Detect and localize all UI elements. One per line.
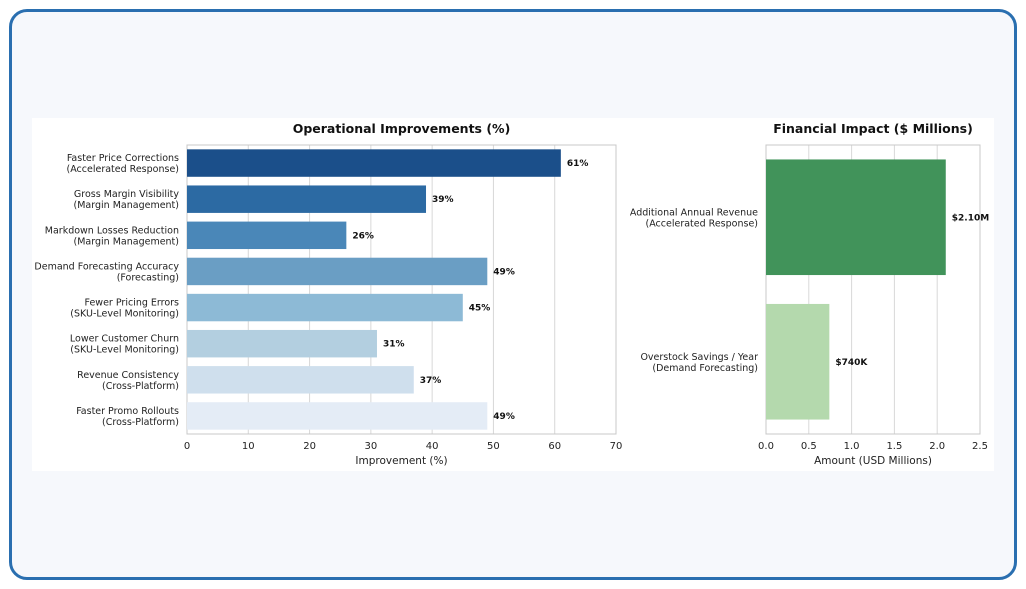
category-label: Fewer Pricing Errors (SKU-Level Monitorin…: [70, 298, 179, 320]
x-tick-label: 1.0: [844, 441, 860, 452]
x-tick-label: 0.0: [758, 441, 774, 452]
x-tick-label: 50: [487, 441, 500, 452]
x-tick-label: 30: [364, 441, 377, 452]
x-tick-label: 2.5: [972, 441, 988, 452]
x-tick-label: 60: [548, 441, 561, 452]
x-tick-label: 1.5: [886, 441, 902, 452]
category-label: Markdown Losses Reduction (Margin Managem…: [45, 225, 179, 247]
x-tick-label: 70: [610, 441, 623, 452]
bar: [187, 293, 463, 322]
bar: [187, 149, 561, 177]
data-label: 26%: [352, 231, 374, 241]
charts-panel: Operational Improvements (%) 0 10 20 30 40 50 6…: [32, 118, 994, 471]
category-label: Overstock Savings / Year (Demand Forecast…: [640, 352, 758, 374]
chart-title: Operational Improvements (%): [293, 121, 511, 136]
bar: [187, 329, 377, 358]
data-label: 45%: [469, 304, 491, 314]
financial-impact-chart: Financial Impact ($ Millions) 0.0 0.5 1.0 1.…: [630, 121, 989, 467]
bar: [187, 221, 347, 250]
x-tick-label: 0: [184, 441, 190, 452]
bar: [187, 185, 427, 213]
data-label: 39%: [432, 195, 454, 205]
x-tick-label: 0.5: [801, 441, 817, 452]
data-label: 37%: [420, 376, 442, 386]
data-label: $740K: [835, 358, 868, 368]
category-label: Additional Annual Revenue (Accelerated Re…: [630, 207, 758, 229]
category-label: Faster Promo Rollouts (Cross-Platform): [76, 406, 179, 428]
data-label: 61%: [567, 159, 589, 169]
data-label: $2.10M: [952, 213, 989, 223]
data-label: 49%: [493, 267, 515, 277]
x-tick-label: 40: [426, 441, 439, 452]
operational-improvements-chart: Operational Improvements (%) 0 10 20 30 40 50 6…: [34, 121, 623, 467]
category-label: Lower Customer Churn (SKU-Level Monitorin…: [70, 334, 179, 356]
bar: [766, 303, 830, 420]
plot-frame: [765, 144, 981, 435]
x-axis-label: Amount (USD Millions): [814, 455, 932, 467]
x-tick-label: 20: [303, 441, 316, 452]
x-tick-label: 2.0: [929, 441, 945, 452]
category-label: Faster Price Corrections (Accelerated Res…: [67, 153, 180, 175]
category-label: Revenue Consistency (Cross-Platform): [77, 370, 179, 392]
category-label: Gross Margin Visibility (Margin Managemen…: [74, 189, 180, 211]
chart-title: Financial Impact ($ Millions): [773, 121, 973, 136]
bar: [187, 257, 488, 286]
data-label: 49%: [493, 412, 515, 422]
x-axis-label: Improvement (%): [355, 455, 447, 467]
bar: [766, 159, 946, 276]
bar: [187, 366, 414, 394]
x-tick-label: 10: [242, 441, 255, 452]
data-label: 31%: [383, 340, 405, 350]
plot-frame: [186, 144, 617, 435]
bar: [187, 402, 488, 430]
category-label: Demand Forecasting Accuracy (Forecasting): [34, 261, 179, 283]
